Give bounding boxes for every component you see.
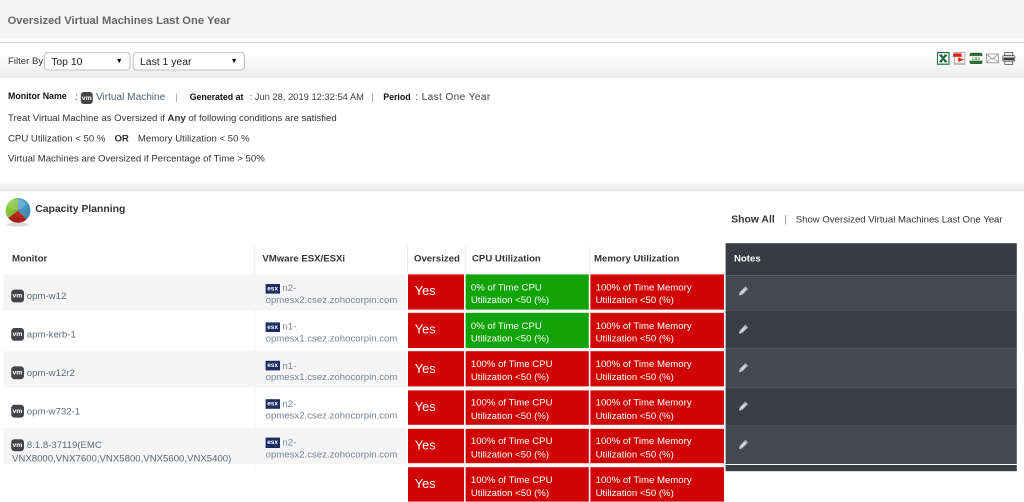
svg-text:CSV: CSV [972, 56, 981, 61]
